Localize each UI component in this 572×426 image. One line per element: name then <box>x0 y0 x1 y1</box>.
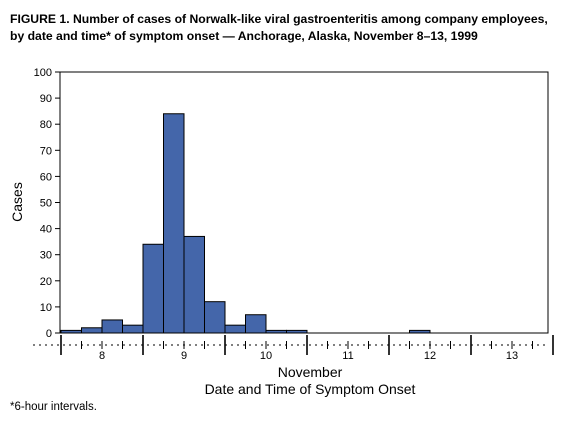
x-tick-label: 13 <box>506 350 518 362</box>
bar <box>81 327 103 334</box>
bar <box>224 324 246 334</box>
bar <box>122 324 144 334</box>
y-tick-label: 90 <box>40 93 52 105</box>
bars <box>60 113 431 334</box>
x-tick-label: 12 <box>424 350 436 362</box>
chart-title: FIGURE 1. Number of cases of Norwalk-lik… <box>10 12 548 43</box>
y-axis: 0 10 20 30 40 50 60 70 80 90 100 <box>34 67 549 340</box>
plot-frame <box>59 71 549 334</box>
bar <box>204 301 226 334</box>
x-tick-label: 11 <box>342 350 353 362</box>
bar <box>163 113 185 334</box>
bar <box>265 329 287 334</box>
x-axis-label: Date and Time of Symptom Onset <box>205 381 416 397</box>
y-tick-label: 100 <box>34 67 52 79</box>
y-tick-label: 0 <box>46 328 52 340</box>
bar <box>101 319 123 334</box>
x-axis-label-month: November <box>278 364 343 380</box>
bar <box>183 235 205 334</box>
y-tick-label: 80 <box>40 119 52 131</box>
bar <box>286 329 308 334</box>
y-tick-label: 60 <box>40 171 52 183</box>
x-tick-label: 10 <box>260 350 272 362</box>
bar <box>409 329 431 334</box>
footnote: *6-hour intervals. <box>10 401 97 413</box>
y-tick-label: 30 <box>40 250 52 262</box>
x-tick-label: 9 <box>181 350 187 362</box>
y-tick-label: 20 <box>40 276 52 288</box>
y-tick-label: 50 <box>40 198 52 210</box>
y-axis-label: Cases <box>9 182 25 222</box>
y-tick-label: 70 <box>40 145 52 157</box>
y-tick-label: 40 <box>40 224 52 236</box>
x-tick-label: 8 <box>99 350 105 362</box>
x-axis: 8 9 10 11 12 13 <box>33 335 554 362</box>
bar <box>60 329 82 334</box>
bar <box>142 243 164 334</box>
bar <box>245 314 267 334</box>
y-tick-label: 10 <box>40 302 52 314</box>
